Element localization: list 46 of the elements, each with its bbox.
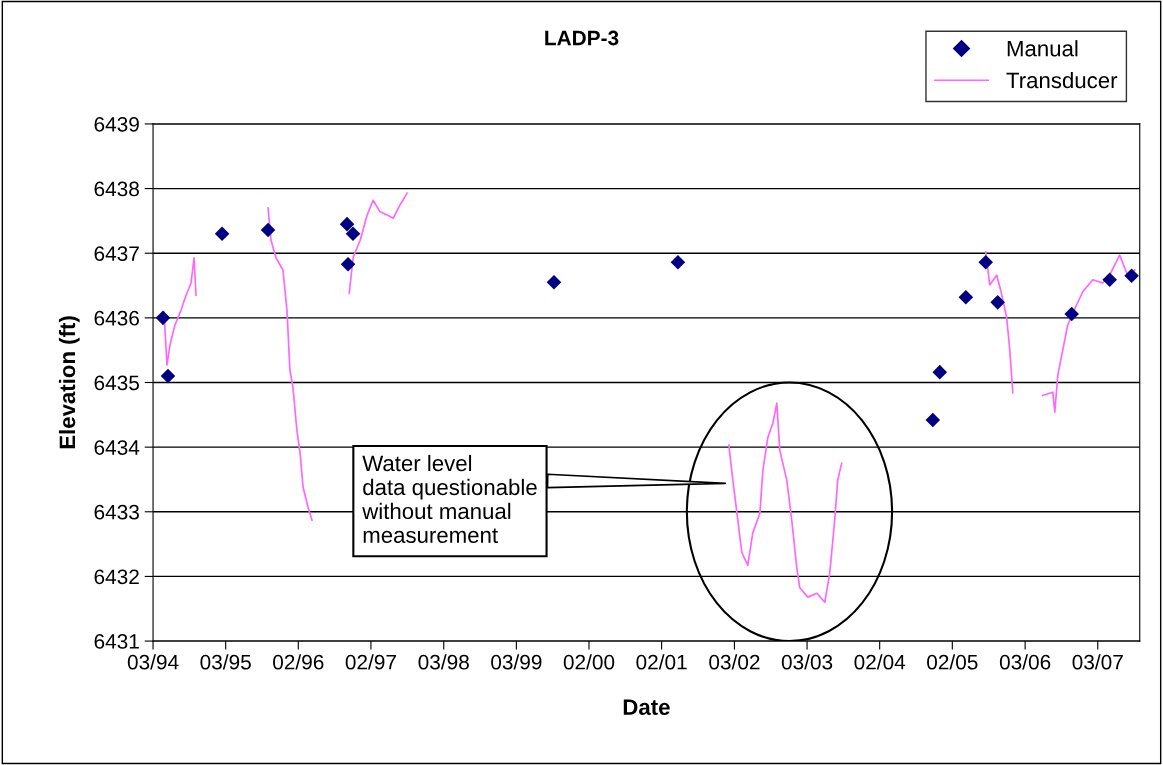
y-axis-title: Elevation (ft)	[58, 316, 80, 449]
y-tick-label: 6437	[94, 246, 139, 261]
point	[339, 216, 355, 232]
chart-title: LADP-3	[545, 30, 619, 46]
y-tick-label: 6435	[94, 375, 139, 391]
y-tick-label: 6436	[94, 310, 139, 326]
point	[1124, 268, 1139, 284]
point	[670, 254, 686, 270]
point	[340, 256, 356, 272]
x-axis-title: Date	[623, 699, 670, 716]
x-tick-label: 02/97	[345, 654, 396, 670]
annotation: Water level data questionable without manual measurement	[362, 454, 537, 544]
x-tick-label: 02/04	[854, 654, 906, 670]
point	[345, 226, 361, 242]
x-tick-label: 03/94	[127, 654, 179, 670]
x-tick-label: 03/06	[999, 654, 1051, 670]
point	[990, 295, 1005, 310]
point	[958, 289, 974, 305]
point	[214, 226, 230, 242]
y-tick-label: 6431	[94, 634, 139, 649]
point	[1102, 272, 1117, 287]
y-tick-label: 6439	[94, 116, 139, 132]
point	[160, 368, 176, 384]
x-tick-label: 03/07	[1072, 654, 1123, 670]
x-tick-label: 03/99	[491, 654, 542, 670]
legend-label: Manual	[1007, 40, 1078, 57]
x-tick-label: 02/00	[563, 654, 615, 670]
legend-label: Transducer	[1006, 71, 1118, 89]
point	[932, 364, 948, 380]
point	[1064, 306, 1079, 322]
x-tick-label: 02/96	[273, 654, 324, 670]
point	[978, 254, 994, 270]
point	[546, 275, 562, 290]
x-tick-label: 02/05	[927, 654, 978, 670]
x-tick-label: 03/95	[200, 654, 251, 670]
point	[260, 222, 276, 238]
y-tick-label: 6432	[94, 569, 139, 585]
point	[155, 310, 171, 326]
y-tick-label: 6434	[94, 440, 140, 455]
y-tick-label: 6433	[94, 504, 139, 520]
x-tick-label: 02/01	[636, 654, 687, 670]
y-tick-label: 6438	[94, 181, 139, 197]
point	[925, 412, 941, 428]
x-tick-label: 03/98	[418, 654, 469, 670]
x-tick-label: 03/03	[781, 654, 833, 670]
x-tick-label: 03/02	[709, 654, 760, 670]
